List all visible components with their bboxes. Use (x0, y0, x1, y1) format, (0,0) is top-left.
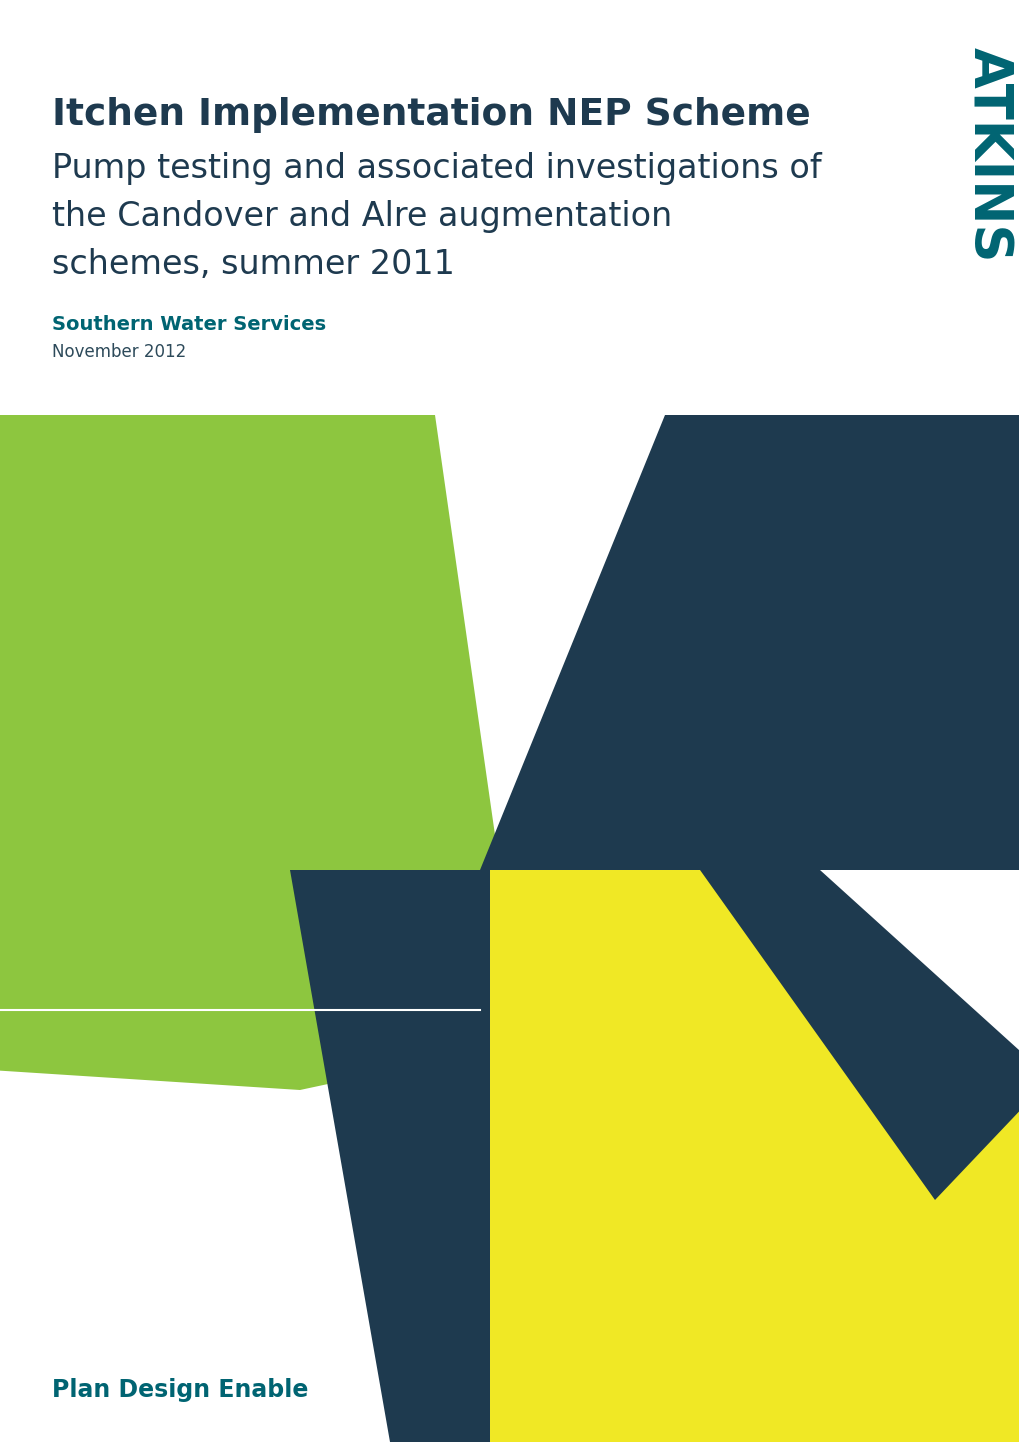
Text: November 2012: November 2012 (52, 343, 186, 360)
Text: Plan Design Enable: Plan Design Enable (52, 1379, 308, 1402)
Polygon shape (489, 870, 1019, 1442)
Text: the Candover and Alre augmentation: the Candover and Alre augmentation (52, 200, 672, 234)
Polygon shape (289, 415, 1019, 1442)
Text: ATKINS: ATKINS (961, 48, 1013, 262)
Polygon shape (0, 415, 499, 1442)
Text: schemes, summer 2011: schemes, summer 2011 (52, 248, 454, 281)
Text: Southern Water Services: Southern Water Services (52, 314, 326, 335)
Text: Pump testing and associated investigations of: Pump testing and associated investigatio… (52, 151, 821, 185)
Text: Itchen Implementation NEP Scheme: Itchen Implementation NEP Scheme (52, 97, 810, 133)
